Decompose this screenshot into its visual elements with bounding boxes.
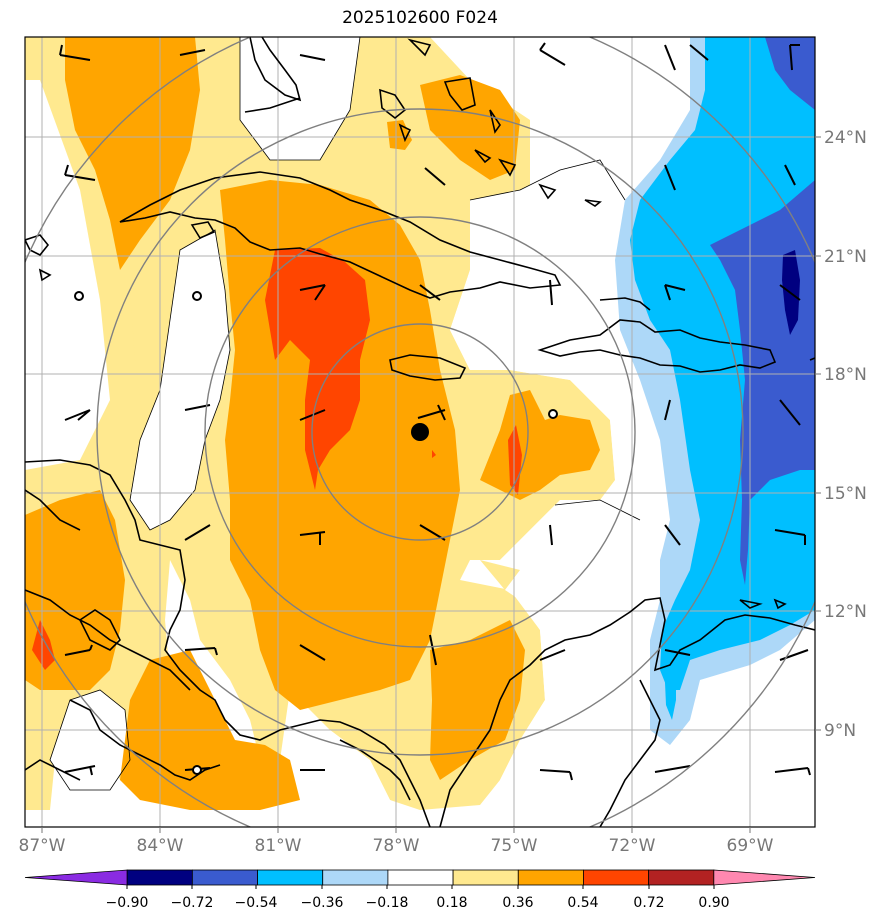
map-frame xyxy=(24,36,816,828)
colorbar-ticks xyxy=(126,885,715,889)
field-negative xyxy=(615,37,815,745)
anomaly-field xyxy=(25,37,815,827)
axis-ticks xyxy=(41,136,821,833)
colorbar-swatch xyxy=(387,869,454,886)
colorbar-label: −0.18 xyxy=(366,895,409,911)
lon-label: 69°W xyxy=(727,836,774,856)
colorbar-swatch xyxy=(257,869,324,886)
colorbar: −0.90 −0.72 −0.54 −0.36 −0.18 0.18 0.36 … xyxy=(24,869,816,911)
lon-label: 81°W xyxy=(255,836,302,856)
colorbar-label: 0.72 xyxy=(633,895,664,911)
colorbar-swatch xyxy=(322,869,389,886)
lat-label: 9°N xyxy=(824,721,856,741)
wind-barbs xyxy=(59,42,811,781)
latitude-labels: 24°N 21°N 18°N 15°N 12°N 9°N xyxy=(824,128,867,741)
colorbar-swatch xyxy=(713,869,816,886)
colorbar-swatch xyxy=(583,869,650,886)
colorbar-label: 0.90 xyxy=(698,895,729,911)
lon-label: 84°W xyxy=(137,836,184,856)
colorbar-label: −0.54 xyxy=(235,895,278,911)
contour-lines xyxy=(49,37,641,791)
center-marker xyxy=(411,423,429,441)
colorbar-swatch xyxy=(191,869,258,886)
colorbar-label: −0.72 xyxy=(171,895,214,911)
map-title: 2025102600 F024 xyxy=(342,8,498,28)
colorbar-label: −0.36 xyxy=(301,895,344,911)
colorbar-label: −0.90 xyxy=(106,895,149,911)
colorbar-swatches xyxy=(24,869,816,886)
range-rings xyxy=(25,37,815,827)
lon-label: 75°W xyxy=(491,836,538,856)
lat-label: 24°N xyxy=(824,128,867,148)
lat-label: 15°N xyxy=(824,484,867,504)
colorbar-swatch xyxy=(24,869,128,886)
colorbar-label: 0.36 xyxy=(502,895,533,911)
colorbar-label: 0.54 xyxy=(567,895,598,911)
colorbar-swatch xyxy=(648,869,715,886)
grid-lines xyxy=(25,37,815,827)
colorbar-swatch xyxy=(126,869,193,886)
colorbar-swatch xyxy=(517,869,584,886)
station-markers xyxy=(74,291,558,775)
lat-label: 12°N xyxy=(824,602,867,622)
lat-label: 18°N xyxy=(824,365,867,385)
colorbar-swatch xyxy=(452,869,519,886)
lat-label: 21°N xyxy=(824,247,867,267)
lon-label: 87°W xyxy=(19,836,66,856)
lon-label: 72°W xyxy=(609,836,656,856)
longitude-labels: 87°W 84°W 81°W 78°W 75°W 72°W 69°W xyxy=(19,836,774,856)
colorbar-label: 0.18 xyxy=(436,895,467,911)
lon-label: 78°W xyxy=(373,836,420,856)
field-neutral xyxy=(25,37,690,810)
